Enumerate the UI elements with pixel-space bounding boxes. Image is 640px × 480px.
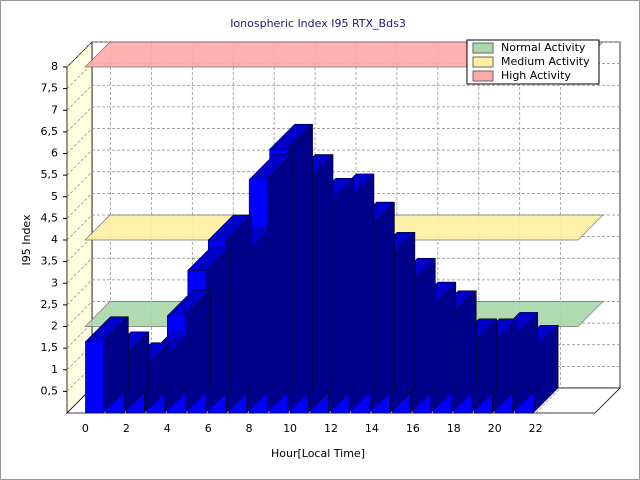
bar-front (85, 341, 104, 414)
y-tick-label: 8 (51, 60, 58, 73)
x-tick-label: 6 (205, 422, 212, 435)
grid-line (66, 344, 93, 370)
grid-line (66, 279, 93, 306)
grid-line (66, 236, 93, 262)
y-axis-label: I95 Index (20, 214, 33, 266)
legend-swatch (472, 56, 494, 68)
y-tick-label: 2 (51, 320, 58, 333)
y-tick-label: 6,5 (41, 125, 59, 138)
grid-line (66, 258, 93, 284)
grid-line (66, 214, 93, 241)
y-tick-label: 1 (51, 363, 58, 376)
x-tick-label: 2 (123, 422, 130, 435)
y-tick-label: 5 (51, 190, 58, 203)
x-tick-label: 10 (283, 422, 297, 435)
legend-swatch (472, 70, 494, 82)
y-tick-label: 2,5 (41, 298, 59, 311)
x-tick-label: 14 (365, 422, 379, 435)
x-tick-label: 22 (529, 422, 543, 435)
legend-label: Medium Activity (501, 55, 590, 68)
grid-line (66, 128, 93, 154)
grid-line (535, 387, 561, 414)
x-tick-label: 8 (246, 422, 253, 435)
grid-line (66, 322, 93, 349)
y-tick-label: 1,5 (41, 341, 59, 354)
grid-line (66, 171, 93, 197)
x-tick-label: 18 (447, 422, 461, 435)
y-tick-label: 3 (51, 276, 58, 289)
y-tick-label: 3,5 (41, 255, 59, 268)
grid-line (66, 85, 93, 111)
x-tick-label: 20 (488, 422, 502, 435)
legend-swatch (472, 42, 494, 54)
grid-line (66, 193, 93, 219)
y-tick-label: 5,5 (41, 168, 59, 181)
y-tick-label: 6 (51, 147, 58, 160)
grid-line (66, 106, 93, 133)
x-tick-label: 0 (82, 422, 89, 435)
grid-line (66, 63, 93, 89)
legend-label: High Activity (501, 69, 571, 82)
y-tick-label: 7 (51, 103, 58, 116)
legend-label: Normal Activity (501, 41, 586, 54)
x-tick-label: 12 (324, 422, 338, 435)
grid-line (66, 149, 93, 176)
x-tick-label: 16 (406, 422, 420, 435)
y-tick-label: 7,5 (41, 82, 59, 95)
grid-line (66, 366, 93, 392)
grid-line (66, 301, 93, 327)
grid-line (66, 41, 93, 68)
chart-title: Ionospheric Index I95 RTX_Bds3 (230, 17, 406, 30)
x-tick-label: 4 (164, 422, 171, 435)
y-tick-label: 4 (51, 233, 58, 246)
bar (84, 316, 130, 414)
y-tick-label: 4,5 (41, 211, 59, 224)
x-axis-label: Hour[Local Time] (271, 447, 365, 460)
y-tick-label: 0,5 (41, 384, 59, 397)
